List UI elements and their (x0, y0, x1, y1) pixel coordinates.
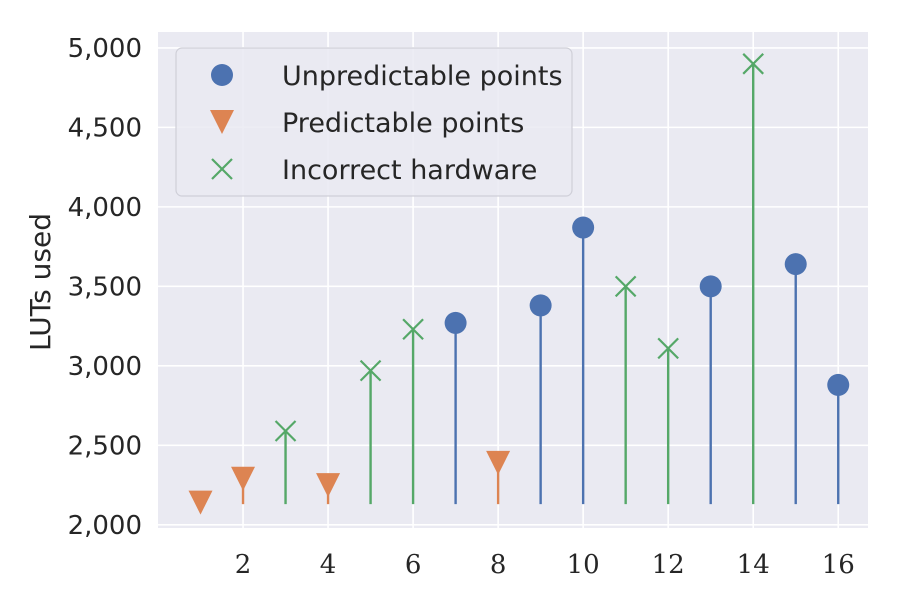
x-marker-stroke (402, 318, 424, 341)
y-tick-label: 2,000 (68, 511, 142, 541)
x-tick-label: 14 (737, 550, 770, 580)
y-axis-label: LUTs used (24, 213, 57, 351)
data-point (274, 420, 297, 442)
legend-marker (210, 110, 234, 134)
data-point (188, 490, 213, 515)
data-point (784, 253, 807, 276)
x-tick-label: 2 (235, 550, 252, 580)
y-tick-label: 4,000 (68, 193, 142, 223)
y-tick-label: 3,000 (68, 352, 142, 382)
data-point (699, 275, 722, 298)
x-marker-stroke (359, 359, 382, 382)
legend-label: Unpredictable points (282, 61, 563, 92)
x-axis-ticks: 2 4 6 8 10 12 14 16 (235, 550, 855, 580)
x-marker-stroke (274, 420, 297, 442)
data-point (444, 311, 467, 334)
data-point (657, 337, 679, 360)
x-marker-stroke (742, 53, 764, 75)
data-point (742, 53, 764, 75)
y-axis-ticks: 2,000 2,500 3,000 3,500 4,000 4,500 5,000 (68, 34, 142, 541)
data-point (402, 318, 424, 341)
data-point (486, 450, 511, 475)
data-point (316, 473, 341, 498)
y-tick-label: 5,000 (68, 34, 142, 64)
legend-label: Incorrect hardware (282, 155, 537, 186)
legend-box (175, 47, 573, 197)
data-point (359, 359, 382, 382)
legend-label: Predictable points (282, 108, 524, 139)
x-tick-label: 10 (567, 550, 600, 580)
data-point (529, 294, 552, 317)
x-tick-label: 16 (822, 550, 855, 580)
x-marker-stroke (657, 337, 679, 360)
y-tick-label: 3,500 (68, 272, 142, 302)
x-marker-stroke (211, 158, 233, 180)
x-tick-label: 12 (652, 550, 685, 580)
data-point (231, 466, 256, 491)
x-marker-stroke (614, 275, 637, 298)
legend-marker (211, 64, 233, 86)
stems (199, 63, 840, 505)
data-point (572, 216, 595, 239)
markers (188, 53, 850, 515)
data-point (827, 373, 850, 396)
legend: Unpredictable points Predictable points In… (175, 47, 573, 197)
y-tick-label: 2,500 (68, 431, 142, 461)
x-tick-label: 8 (490, 550, 507, 580)
data-point (614, 275, 637, 298)
legend-marker (211, 158, 233, 180)
y-tick-label: 4,500 (68, 113, 142, 143)
x-tick-label: 6 (405, 550, 422, 580)
x-tick-label: 4 (320, 550, 337, 580)
